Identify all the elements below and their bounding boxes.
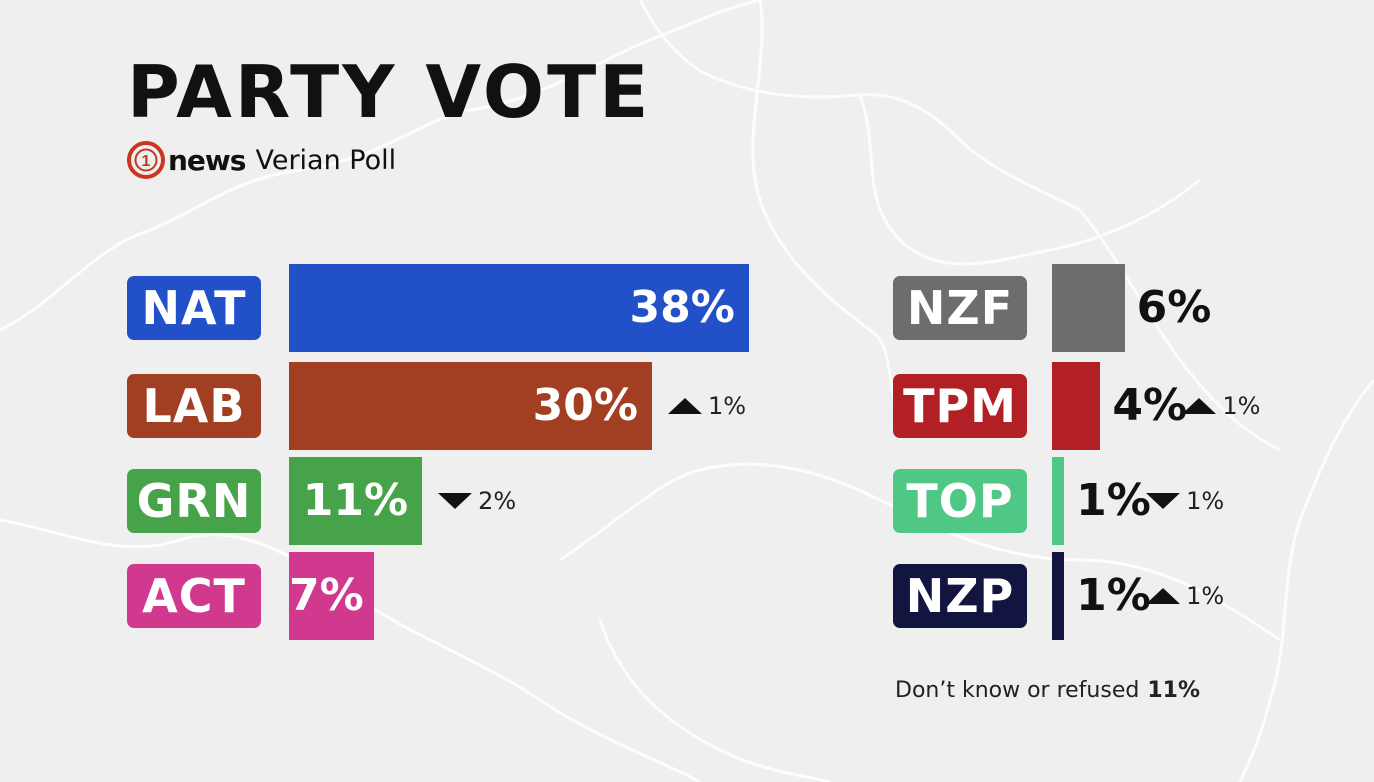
change-value: 1%: [1186, 582, 1225, 610]
triangle-up-icon: [1182, 398, 1217, 414]
change-tpm: 1%: [1182, 391, 1260, 421]
value-label-act: 7%: [289, 570, 364, 621]
party-badge-top: TOP: [893, 469, 1027, 533]
value-label-grn: 11%: [302, 475, 409, 526]
party-badge-nat: NAT: [127, 276, 261, 340]
party-badge-lab: LAB: [127, 374, 261, 438]
brand-word: news: [168, 143, 246, 177]
bar-nzp: [1052, 552, 1065, 640]
bar-top: [1052, 457, 1065, 545]
footnote-value: 11%: [1147, 678, 1201, 703]
change-value: 1%: [1186, 487, 1225, 515]
bar-nat: [289, 264, 749, 352]
triangle-down-icon: [438, 493, 473, 509]
bar-lab: [289, 362, 652, 450]
footnote: Don’t know or refused 11%: [895, 678, 1200, 703]
chart-title: PARTY VOTE: [127, 50, 652, 134]
one-news-logo-icon: 1: [126, 140, 166, 180]
bar-act: [289, 552, 374, 640]
change-value: 2%: [478, 487, 517, 515]
bar-tpm: [1052, 362, 1101, 450]
footnote-text: Don’t know or refused: [895, 678, 1140, 703]
value-label-nzf: 6%: [1136, 282, 1212, 333]
bar-nzf: [1052, 264, 1125, 352]
party-badge-nzf: NZF: [893, 276, 1027, 340]
party-badge-grn: GRN: [127, 469, 261, 533]
poll-name: Verian Poll: [255, 144, 397, 176]
change-value: 1%: [1222, 392, 1261, 420]
value-label-lab: 30%: [532, 380, 638, 431]
value-label-nzp: 1%: [1076, 570, 1151, 621]
svg-text:1: 1: [142, 153, 151, 170]
change-nzp: 1%: [1146, 581, 1224, 611]
bar-grn: [289, 457, 423, 545]
change-grn: 2%: [438, 486, 516, 516]
triangle-up-icon: [1146, 588, 1181, 604]
change-value: 1%: [708, 392, 747, 420]
value-label-nat: 38%: [629, 282, 735, 333]
change-lab: 1%: [668, 391, 746, 421]
party-badge-act: ACT: [127, 564, 261, 628]
value-label-tpm: 4%: [1112, 380, 1188, 431]
brand: 1 news Verian Poll: [126, 140, 396, 180]
value-label-top: 1%: [1076, 475, 1151, 526]
party-badge-nzp: NZP: [893, 564, 1027, 628]
change-top: 1%: [1146, 486, 1224, 516]
triangle-down-icon: [1146, 493, 1181, 509]
triangle-up-icon: [668, 398, 702, 414]
party-badge-tpm: TPM: [893, 374, 1027, 438]
